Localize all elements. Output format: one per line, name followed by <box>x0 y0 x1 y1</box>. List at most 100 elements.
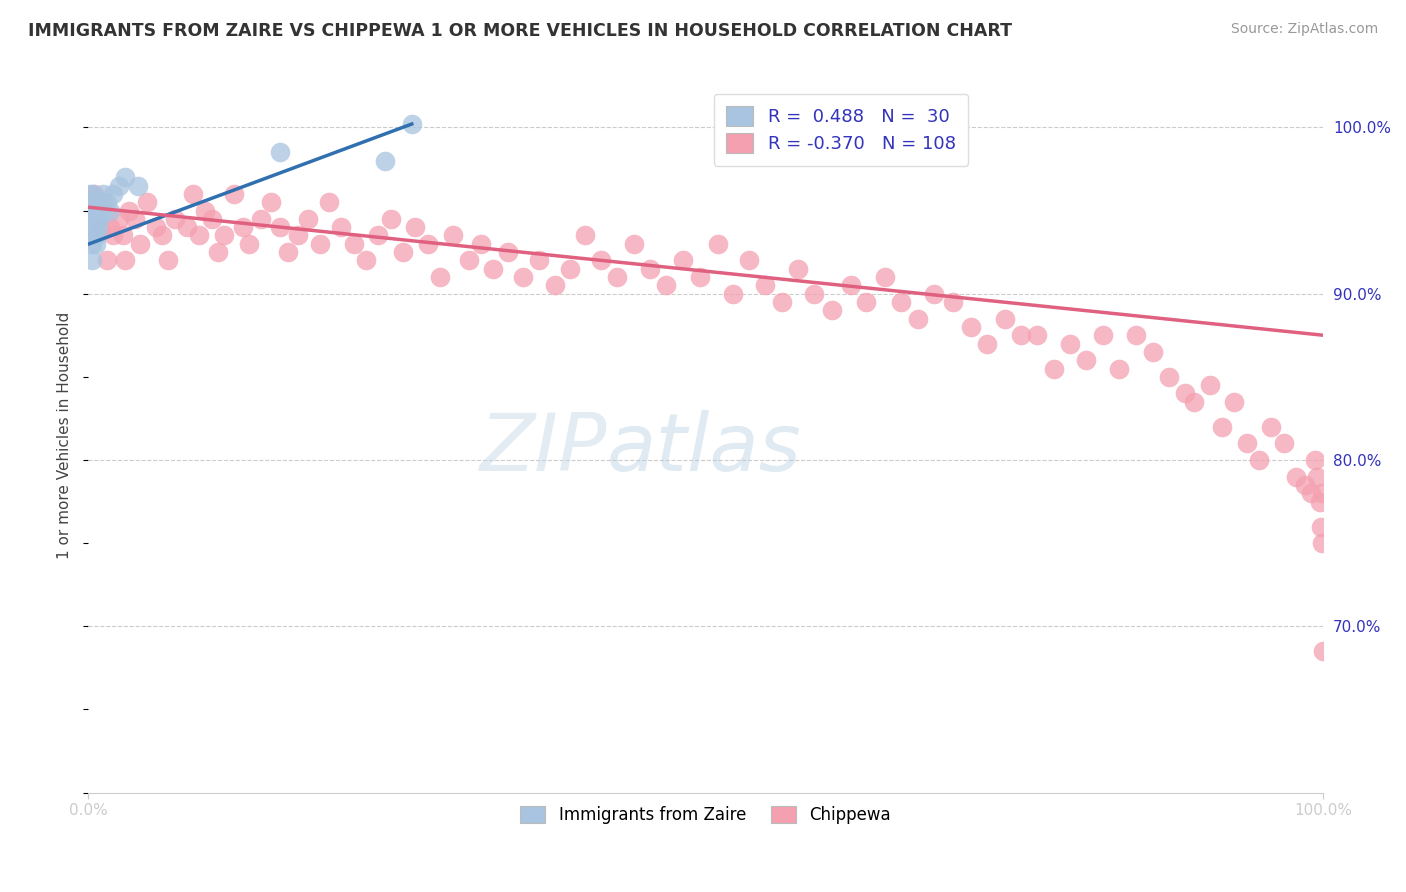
Point <box>89 220 111 235</box>
Point <box>470 236 492 251</box>
Point <box>429 270 451 285</box>
Point <box>79 228 101 243</box>
Point <box>83 186 105 201</box>
Point <box>118 203 141 218</box>
Point <box>1043 361 1066 376</box>
Point <box>401 117 423 131</box>
Point <box>90 203 112 218</box>
Point <box>841 278 863 293</box>
Point <box>457 253 479 268</box>
Point <box>79 186 101 201</box>
Point <box>1310 486 1333 500</box>
Point <box>496 245 519 260</box>
Point <box>1223 394 1246 409</box>
Point <box>1247 453 1270 467</box>
Text: Source: ZipAtlas.com: Source: ZipAtlas.com <box>1230 22 1378 37</box>
Point <box>1074 353 1097 368</box>
Point <box>80 236 103 251</box>
Text: atlas: atlas <box>607 410 801 488</box>
Y-axis label: 1 or more Vehicles in Household: 1 or more Vehicles in Household <box>58 311 72 558</box>
Point <box>855 295 877 310</box>
Point <box>558 261 581 276</box>
Point <box>441 228 464 243</box>
Point <box>1125 328 1147 343</box>
Point <box>890 295 912 310</box>
Point <box>114 170 136 185</box>
Point <box>374 153 396 168</box>
Point <box>269 145 291 160</box>
Point <box>101 186 124 201</box>
Point <box>1174 386 1197 401</box>
Point <box>96 195 118 210</box>
Point <box>907 311 929 326</box>
Point <box>150 228 173 243</box>
Point <box>1182 394 1205 409</box>
Point <box>82 203 104 218</box>
Point <box>606 270 628 285</box>
Point <box>1299 486 1322 500</box>
Point <box>145 220 167 235</box>
Point <box>1309 494 1331 508</box>
Point <box>787 261 810 276</box>
Point <box>803 286 825 301</box>
Point <box>707 236 730 251</box>
Point <box>114 253 136 268</box>
Point <box>1303 453 1326 467</box>
Point <box>129 236 152 251</box>
Point <box>124 211 146 226</box>
Point <box>250 211 273 226</box>
Point <box>163 211 186 226</box>
Point <box>89 211 111 226</box>
Point <box>994 311 1017 326</box>
Point <box>1025 328 1047 343</box>
Point <box>1306 469 1329 483</box>
Point <box>297 211 319 226</box>
Point <box>82 186 104 201</box>
Point <box>181 186 204 201</box>
Point <box>207 245 229 260</box>
Point <box>770 295 793 310</box>
Point <box>873 270 896 285</box>
Point <box>754 278 776 293</box>
Text: ZIP: ZIP <box>479 410 607 488</box>
Point <box>87 220 110 235</box>
Point <box>380 211 402 226</box>
Point <box>201 211 224 226</box>
Point <box>80 253 103 268</box>
Point <box>1272 436 1295 450</box>
Point <box>136 195 159 210</box>
Point <box>91 186 114 201</box>
Point <box>86 203 108 218</box>
Point <box>574 228 596 243</box>
Point <box>544 278 567 293</box>
Point <box>1142 344 1164 359</box>
Point <box>942 295 965 310</box>
Point <box>222 186 245 201</box>
Point <box>194 203 217 218</box>
Point <box>100 220 122 235</box>
Point <box>80 211 103 226</box>
Point <box>108 211 131 226</box>
Point <box>404 220 426 235</box>
Point <box>1157 369 1180 384</box>
Point <box>232 220 254 235</box>
Point <box>1285 469 1308 483</box>
Point <box>269 220 291 235</box>
Point <box>83 220 105 235</box>
Point <box>318 195 340 210</box>
Point <box>1260 419 1282 434</box>
Point <box>689 270 711 285</box>
Point <box>1236 436 1258 450</box>
Point <box>1059 336 1081 351</box>
Point <box>922 286 945 301</box>
Point <box>1198 378 1220 392</box>
Point <box>512 270 534 285</box>
Point <box>83 195 105 210</box>
Point <box>1309 519 1331 533</box>
Point <box>188 228 211 243</box>
Point <box>1108 361 1130 376</box>
Point <box>96 253 118 268</box>
Point <box>821 303 844 318</box>
Point <box>482 261 505 276</box>
Point <box>392 245 415 260</box>
